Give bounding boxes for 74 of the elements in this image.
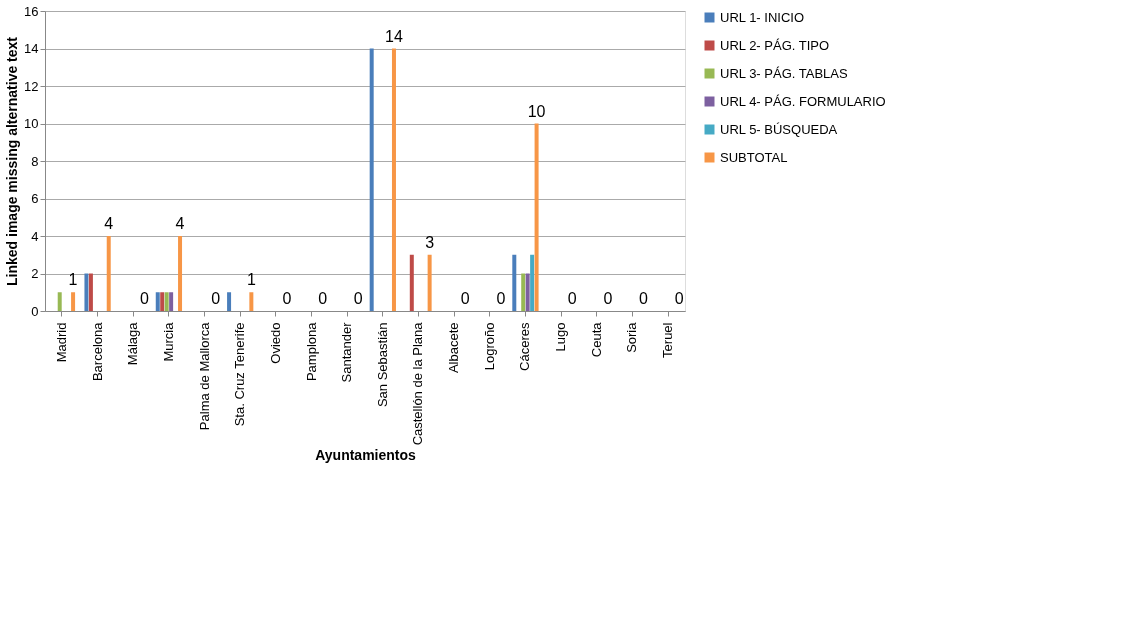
- bar: [227, 292, 232, 311]
- bar: [155, 292, 160, 311]
- bar: [84, 273, 89, 311]
- data-label: 0: [603, 290, 613, 307]
- bar: [249, 292, 254, 311]
- x-tick-label: Pamplona: [303, 321, 319, 382]
- x-tick-label: Oviedo: [267, 322, 283, 364]
- data-label: 0: [353, 290, 363, 307]
- x-tick-label: Murcia: [160, 321, 176, 362]
- x-tick-label: Teruel: [660, 322, 676, 358]
- x-tick-label: San Sebastián: [374, 322, 390, 408]
- bar: [88, 273, 93, 311]
- y-tick-label: 10: [24, 116, 39, 131]
- bar: [525, 273, 530, 311]
- data-label: 0: [318, 290, 328, 307]
- bar: [164, 292, 169, 311]
- bar: [391, 48, 396, 311]
- x-tick-label: Málaga: [125, 321, 141, 366]
- legend-label: SUBTOTAL: [720, 149, 788, 165]
- y-axis-title: Linked image missing alternative text: [4, 36, 21, 286]
- y-tick-label: 4: [31, 228, 39, 244]
- x-tick-label: Sta. Cruz Tenerife: [232, 322, 248, 427]
- y-tick-label: 14: [24, 41, 39, 56]
- legend-label: URL 1- INICIO: [720, 9, 805, 25]
- x-tick-label: Cáceres: [517, 322, 533, 371]
- y-tick-label: 0: [31, 303, 39, 319]
- data-label: 0: [674, 290, 684, 307]
- data-label: 0: [496, 290, 506, 307]
- data-label: 3: [425, 233, 435, 251]
- data-label: 1: [246, 271, 256, 289]
- bar: [534, 123, 539, 311]
- y-tick-label: 2: [31, 266, 39, 281]
- x-tick-label: Madrid: [53, 322, 69, 363]
- x-tick-label: Santander: [339, 321, 355, 383]
- x-tick-label: Barcelona: [89, 321, 105, 382]
- legend-label: URL 5- BÚSQUEDA: [720, 121, 838, 137]
- bar: [427, 254, 432, 311]
- data-label: 4: [175, 215, 185, 232]
- bar: [106, 236, 111, 311]
- y-tick-label: 16: [24, 3, 39, 19]
- bar: [530, 254, 535, 311]
- data-label: 0: [460, 290, 470, 307]
- bar: [71, 292, 76, 311]
- y-tick-label: 8: [31, 153, 39, 169]
- x-axis-title: Ayuntamientos: [315, 447, 417, 464]
- data-label: 0: [639, 290, 649, 307]
- bar: [521, 273, 526, 311]
- legend-label: URL 2- PÁG. TIPO: [720, 37, 830, 53]
- bar: [178, 236, 183, 311]
- bar: [409, 254, 414, 311]
- legend-label: URL 3- PÁG. TABLAS: [720, 65, 848, 81]
- x-tick-label: Ceuta: [588, 321, 604, 358]
- x-tick-label: Soria: [624, 321, 640, 353]
- bar: [169, 292, 174, 311]
- bar: [369, 48, 374, 311]
- bar: [160, 292, 165, 311]
- x-tick-label: Logroño: [481, 322, 497, 371]
- bar: [57, 292, 62, 311]
- data-label: 0: [211, 290, 221, 307]
- y-tick-label: 6: [31, 191, 39, 206]
- data-label: 1: [68, 271, 78, 289]
- x-tick-label: Castellón de la Plana: [410, 321, 426, 446]
- legend-label: URL 4- PÁG. FORMULARIO: [720, 93, 886, 109]
- data-label: 0: [139, 290, 149, 307]
- bar: [512, 254, 517, 311]
- data-label: 14: [385, 27, 403, 45]
- x-tick-label: Lugo: [553, 322, 569, 352]
- data-label: 0: [567, 290, 577, 307]
- y-tick-label: 12: [24, 78, 39, 94]
- x-tick-label: Palma de Mallorca: [196, 321, 212, 431]
- x-tick-label: Albacete: [446, 322, 462, 374]
- data-label: 10: [527, 102, 546, 120]
- data-label: 0: [282, 290, 292, 307]
- data-label: 4: [104, 215, 114, 232]
